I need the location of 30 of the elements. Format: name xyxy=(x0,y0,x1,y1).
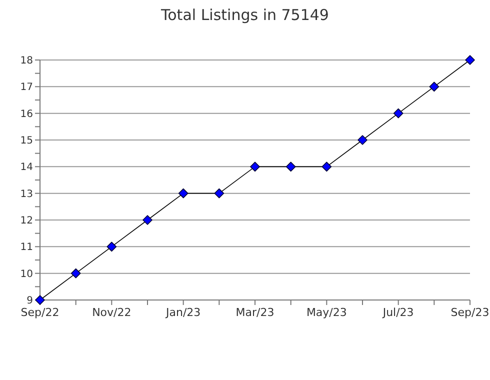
y-tick-label: 16 xyxy=(20,108,33,120)
point xyxy=(178,188,188,198)
x-tick-label: Sep/22 xyxy=(20,306,60,319)
point xyxy=(70,268,81,278)
y-tick-label: 15 xyxy=(20,136,33,146)
point xyxy=(214,188,224,198)
chart-title: Total Listings in 75149 xyxy=(160,6,329,24)
point xyxy=(322,162,332,172)
x-tick-label: Jul/23 xyxy=(382,306,414,319)
y-tick-label: 17 xyxy=(20,82,33,94)
point xyxy=(106,242,117,252)
point xyxy=(465,55,475,65)
y-tick-label: 14 xyxy=(20,162,33,174)
y-tick-label: 9 xyxy=(26,296,33,306)
point xyxy=(286,162,296,172)
point xyxy=(393,108,404,118)
x-tick-label: Nov/22 xyxy=(92,306,132,319)
y-tick-label: 13 xyxy=(20,188,33,200)
point xyxy=(358,135,368,145)
y-tick-label: 11 xyxy=(20,242,33,254)
y-tick-label: 18 xyxy=(20,56,33,66)
x-tick-label: May/23 xyxy=(306,306,347,319)
point xyxy=(250,162,260,172)
x-tick-label: Jan/23 xyxy=(164,306,201,319)
y-tick-label: 10 xyxy=(20,268,33,280)
point xyxy=(142,215,152,225)
x-tick-label: Mar/23 xyxy=(236,306,274,319)
y-tick-label: 12 xyxy=(20,216,33,226)
point xyxy=(429,82,440,92)
x-tick-label: Sep/23 xyxy=(450,306,490,319)
